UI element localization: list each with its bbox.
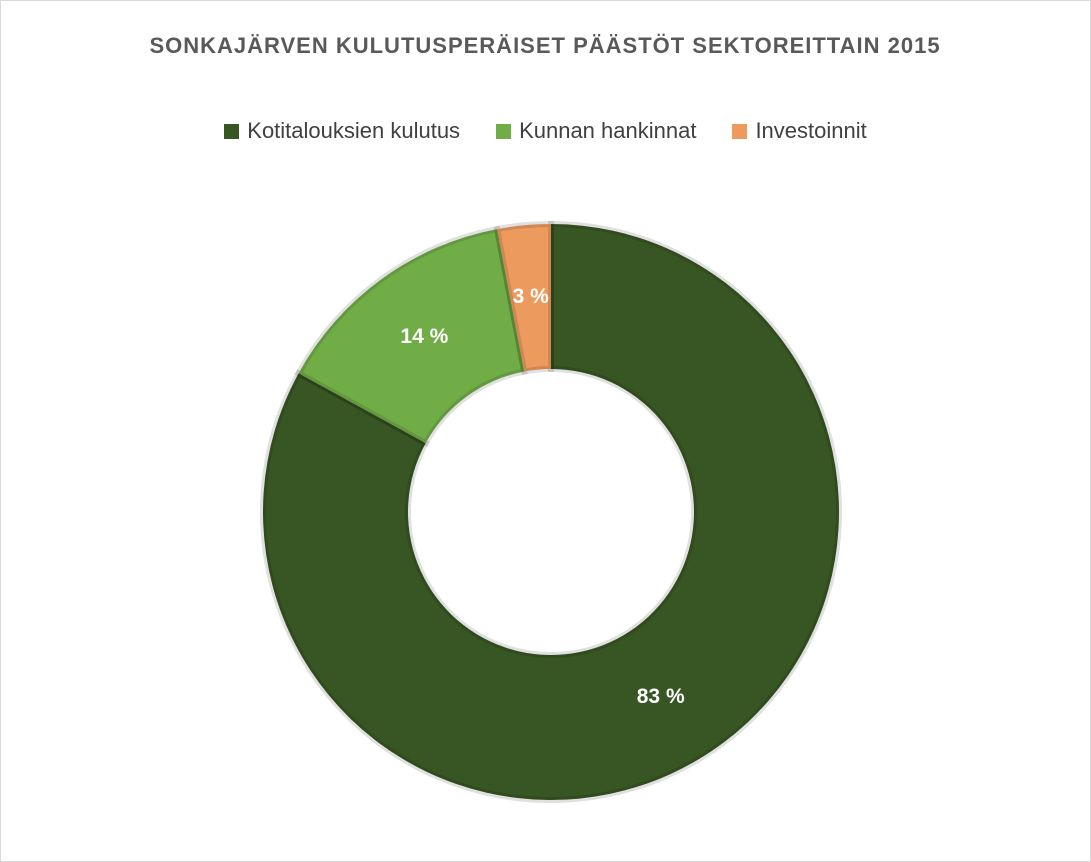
donut-segment — [493, 220, 554, 376]
donut-segment — [260, 220, 842, 803]
donut-segment — [294, 225, 528, 448]
data-label: 3 % — [513, 285, 550, 308]
legend-swatch — [496, 123, 512, 139]
legend-item: Investoinnit — [732, 118, 867, 144]
data-label: 14 % — [400, 325, 448, 348]
legend: Kotitalouksien kulutus Kunnan hankinnat In… — [0, 118, 1091, 144]
chart-title: SONKAJÄRVEN KULUTUSPERÄISET PÄÄSTÖT SEKT… — [149, 33, 941, 58]
legend-item: Kunnan hankinnat — [496, 118, 696, 144]
legend-swatch — [224, 123, 240, 139]
legend-item: Kotitalouksien kulutus — [224, 118, 460, 144]
legend-label: Investoinnit — [755, 118, 867, 143]
legend-label: Kotitalouksien kulutus — [247, 118, 461, 143]
legend-swatch — [732, 123, 748, 139]
legend-label: Kunnan hankinnat — [519, 118, 697, 143]
data-label: 83 % — [637, 685, 685, 708]
